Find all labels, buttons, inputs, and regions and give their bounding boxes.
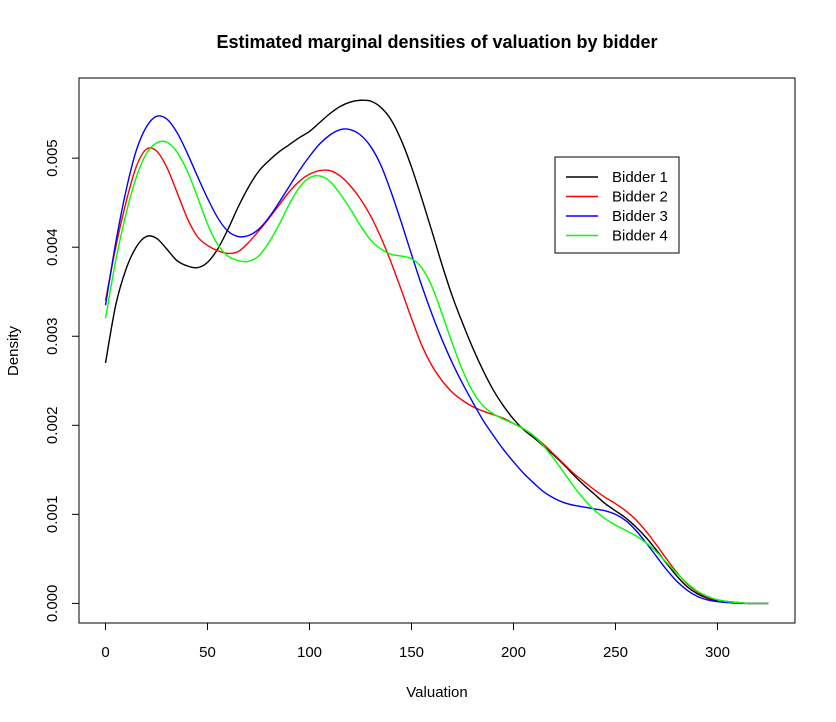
legend-label: Bidder 1 xyxy=(612,169,668,186)
y-tick-label: 0.002 xyxy=(44,407,61,445)
y-axis-label: Density xyxy=(5,325,22,376)
series-line-bidder-2 xyxy=(104,147,769,605)
x-axis-label: Valuation xyxy=(406,684,467,701)
legend-box xyxy=(554,156,680,254)
legend-item-bidder-4: Bidder 4 xyxy=(566,228,668,245)
y-tick-label: 0.001 xyxy=(44,496,61,534)
y-tick-label: 0.000 xyxy=(44,585,61,623)
series-line-bidder-4 xyxy=(104,140,769,605)
legend-item-bidder-3: Bidder 3 xyxy=(566,208,668,225)
legend-label: Bidder 3 xyxy=(612,208,668,225)
x-tick-label: 200 xyxy=(501,644,526,661)
x-tick-label: 250 xyxy=(603,644,628,661)
series-group xyxy=(104,99,769,605)
y-tick-label: 0.005 xyxy=(44,139,61,177)
legend-item-bidder-2: Bidder 2 xyxy=(566,189,668,206)
y-axis: 0.000 0.001 0.002 0.003 0.004 0.005 xyxy=(44,139,80,623)
chart-title: Estimated marginal densities of valuatio… xyxy=(216,32,657,52)
legend-label: Bidder 4 xyxy=(612,228,668,245)
y-tick-label: 0.003 xyxy=(44,317,61,355)
x-axis: 0 50 100 150 200 250 300 xyxy=(101,622,730,661)
x-tick-label: 150 xyxy=(399,644,424,661)
legend: Bidder 1 Bidder 2 Bidder 3 Bidder 4 xyxy=(554,156,680,254)
legend-item-bidder-1: Bidder 1 xyxy=(566,169,668,186)
legend-label: Bidder 2 xyxy=(612,189,668,206)
x-tick-label: 0 xyxy=(101,644,109,661)
series-line-bidder-3 xyxy=(104,115,769,605)
y-tick-label: 0.004 xyxy=(44,228,61,266)
x-tick-label: 50 xyxy=(199,644,216,661)
x-tick-label: 100 xyxy=(297,644,322,661)
x-tick-label: 300 xyxy=(705,644,730,661)
